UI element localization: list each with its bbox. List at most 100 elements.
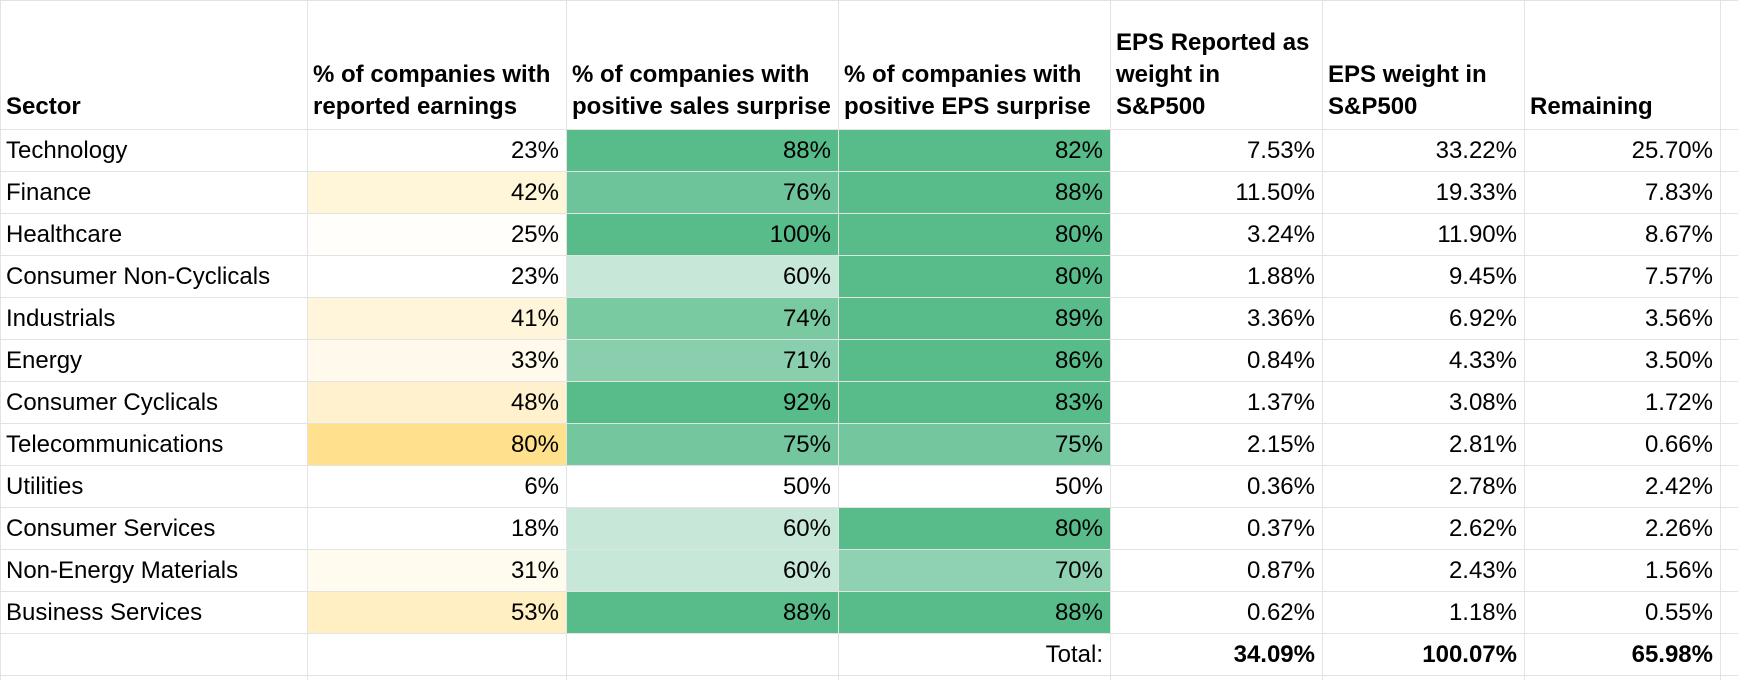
cell-sales-surprise[interactable]: 88%: [566, 591, 839, 634]
cell-eps-weight[interactable]: 2.62%: [1322, 507, 1525, 550]
cell-empty[interactable]: [1720, 255, 1738, 298]
cell-eps-reported-weight[interactable]: 3.36%: [1110, 297, 1323, 340]
cell-remaining[interactable]: 8.67%: [1524, 213, 1721, 256]
cell-sector[interactable]: Consumer Services: [0, 507, 308, 550]
cell-eps-reported-weight[interactable]: 0.36%: [1110, 465, 1323, 508]
cell-sector[interactable]: Telecommunications: [0, 423, 308, 466]
cell-reported[interactable]: 6%: [307, 465, 567, 508]
cell-eps-weight[interactable]: 6.92%: [1322, 297, 1525, 340]
header-eps-reported-weight[interactable]: EPS Reported as weight in S&P500: [1110, 0, 1323, 130]
cell-reported[interactable]: 18%: [307, 507, 567, 550]
cell-eps-weight[interactable]: 4.33%: [1322, 339, 1525, 382]
cell-remaining[interactable]: 1.56%: [1524, 549, 1721, 592]
cell-remaining[interactable]: 7.83%: [1524, 171, 1721, 214]
cell-empty[interactable]: [1720, 507, 1738, 550]
cell-sales-surprise[interactable]: 76%: [566, 171, 839, 214]
cell-sector[interactable]: Non-Energy Materials: [0, 549, 308, 592]
header-sales-surprise[interactable]: % of companies with positive sales surpr…: [566, 0, 839, 130]
total-eps-reported-weight[interactable]: 34.09%: [1110, 633, 1323, 676]
cell-empty[interactable]: [1720, 381, 1738, 424]
cell-sector[interactable]: Consumer Non-Cyclicals: [0, 255, 308, 298]
cell-remaining[interactable]: 1.72%: [1524, 381, 1721, 424]
cell-eps-weight[interactable]: 9.45%: [1322, 255, 1525, 298]
cell-eps-reported-weight[interactable]: 11.50%: [1110, 171, 1323, 214]
cell-empty[interactable]: [1720, 423, 1738, 466]
cell-empty[interactable]: [1720, 633, 1738, 676]
total-eps-weight[interactable]: 100.07%: [1322, 633, 1525, 676]
cell-empty[interactable]: [1720, 339, 1738, 382]
cell-sector[interactable]: Consumer Cyclicals: [0, 381, 308, 424]
cell-reported[interactable]: 80%: [307, 423, 567, 466]
cell-eps-surprise[interactable]: 82%: [838, 129, 1111, 172]
cell-remaining[interactable]: 3.56%: [1524, 297, 1721, 340]
cell-eps-surprise[interactable]: 75%: [838, 423, 1111, 466]
cell-remaining[interactable]: 0.55%: [1524, 591, 1721, 634]
cell-empty[interactable]: [838, 675, 1111, 680]
header-remaining[interactable]: Remaining: [1524, 0, 1721, 130]
cell-empty[interactable]: [1720, 213, 1738, 256]
cell-sales-surprise[interactable]: 60%: [566, 507, 839, 550]
cell-eps-reported-weight[interactable]: 3.24%: [1110, 213, 1323, 256]
cell-eps-reported-weight[interactable]: 0.37%: [1110, 507, 1323, 550]
cell-eps-surprise[interactable]: 86%: [838, 339, 1111, 382]
cell-eps-weight[interactable]: 3.08%: [1322, 381, 1525, 424]
cell-eps-surprise[interactable]: 88%: [838, 591, 1111, 634]
cell-eps-surprise[interactable]: 80%: [838, 255, 1111, 298]
cell-eps-surprise[interactable]: 70%: [838, 549, 1111, 592]
cell-sales-surprise[interactable]: 60%: [566, 255, 839, 298]
cell-empty[interactable]: [1720, 549, 1738, 592]
cell-eps-weight[interactable]: 2.43%: [1322, 549, 1525, 592]
cell-empty[interactable]: [1322, 675, 1525, 680]
cell-eps-surprise[interactable]: 83%: [838, 381, 1111, 424]
cell-remaining[interactable]: 0.66%: [1524, 423, 1721, 466]
cell-eps-weight[interactable]: 19.33%: [1322, 171, 1525, 214]
cell-eps-surprise[interactable]: 89%: [838, 297, 1111, 340]
cell-remaining[interactable]: 2.26%: [1524, 507, 1721, 550]
cell-reported[interactable]: 53%: [307, 591, 567, 634]
cell-sector[interactable]: Industrials: [0, 297, 308, 340]
cell-eps-weight[interactable]: 2.78%: [1322, 465, 1525, 508]
cell-sales-surprise[interactable]: 50%: [566, 465, 839, 508]
cell-eps-weight[interactable]: 11.90%: [1322, 213, 1525, 256]
cell-eps-reported-weight[interactable]: 7.53%: [1110, 129, 1323, 172]
cell-remaining[interactable]: 7.57%: [1524, 255, 1721, 298]
cell-sales-surprise[interactable]: 75%: [566, 423, 839, 466]
cell-eps-weight[interactable]: 1.18%: [1322, 591, 1525, 634]
cell-sector[interactable]: Technology: [0, 129, 308, 172]
cell-empty[interactable]: [0, 633, 308, 676]
cell-empty[interactable]: [1110, 675, 1323, 680]
cell-sales-surprise[interactable]: 92%: [566, 381, 839, 424]
total-remaining[interactable]: 65.98%: [1524, 633, 1721, 676]
cell-empty[interactable]: [1720, 297, 1738, 340]
cell-eps-reported-weight[interactable]: 1.88%: [1110, 255, 1323, 298]
cell-eps-reported-weight[interactable]: 0.62%: [1110, 591, 1323, 634]
cell-sector[interactable]: Utilities: [0, 465, 308, 508]
cell-eps-weight[interactable]: 2.81%: [1322, 423, 1525, 466]
header-reported[interactable]: % of companies with reported earnings: [307, 0, 567, 130]
cell-eps-reported-weight[interactable]: 0.87%: [1110, 549, 1323, 592]
cell-reported[interactable]: 23%: [307, 255, 567, 298]
header-eps-weight[interactable]: EPS weight in S&P500: [1322, 0, 1525, 130]
cell-empty[interactable]: [307, 633, 567, 676]
cell-eps-weight[interactable]: 33.22%: [1322, 129, 1525, 172]
cell-sales-surprise[interactable]: 100%: [566, 213, 839, 256]
cell-remaining[interactable]: 2.42%: [1524, 465, 1721, 508]
cell-reported[interactable]: 33%: [307, 339, 567, 382]
cell-empty[interactable]: [1524, 675, 1721, 680]
cell-eps-reported-weight[interactable]: 2.15%: [1110, 423, 1323, 466]
cell-empty[interactable]: [1720, 129, 1738, 172]
cell-sales-surprise[interactable]: 88%: [566, 129, 839, 172]
cell-sales-surprise[interactable]: 74%: [566, 297, 839, 340]
cell-eps-surprise[interactable]: 80%: [838, 213, 1111, 256]
cell-empty[interactable]: [1720, 465, 1738, 508]
cell-reported[interactable]: 48%: [307, 381, 567, 424]
total-label[interactable]: Total:: [838, 633, 1111, 676]
cell-sector[interactable]: Energy: [0, 339, 308, 382]
cell-empty[interactable]: [566, 633, 839, 676]
cell-empty[interactable]: [307, 675, 567, 680]
cell-eps-surprise[interactable]: 50%: [838, 465, 1111, 508]
cell-sector[interactable]: Business Services: [0, 591, 308, 634]
cell-eps-surprise[interactable]: 80%: [838, 507, 1111, 550]
cell-eps-reported-weight[interactable]: 0.84%: [1110, 339, 1323, 382]
cell-eps-reported-weight[interactable]: 1.37%: [1110, 381, 1323, 424]
